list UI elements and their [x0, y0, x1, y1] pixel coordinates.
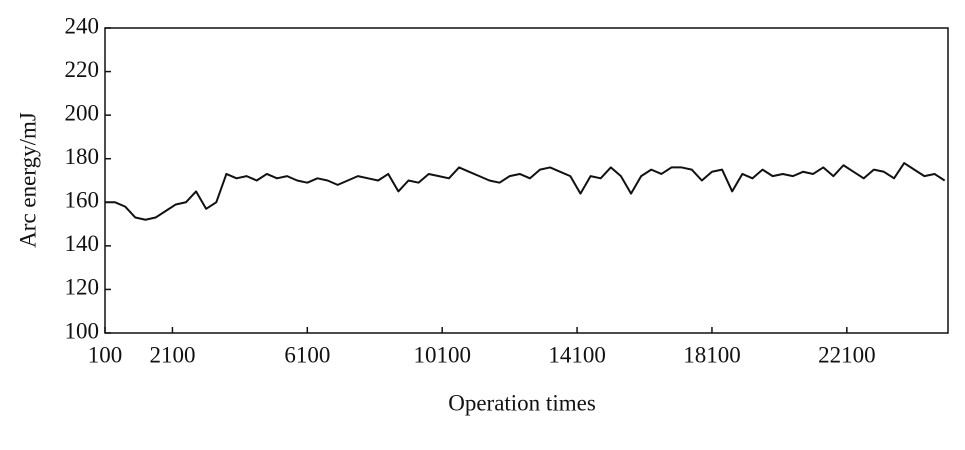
x-tick-label: 100 [88, 342, 123, 367]
x-tick-label: 2100 [149, 342, 195, 367]
x-tick-label: 22100 [818, 342, 876, 367]
y-tick-label: 120 [65, 275, 100, 300]
x-tick-label: 18100 [683, 342, 741, 367]
data-line [105, 162, 946, 221]
x-axis-label: Operation times [448, 390, 596, 415]
x-tick-label: 6100 [284, 342, 330, 367]
y-tick-label: 180 [65, 144, 100, 169]
y-tick-label: 100 [65, 318, 100, 343]
y-tick-label: 220 [65, 57, 100, 82]
y-axis-label: Arc energy/mJ [15, 112, 40, 248]
y-tick-label: 160 [65, 188, 100, 213]
y-tick-label: 200 [65, 100, 100, 125]
y-tick-label: 240 [65, 13, 100, 38]
y-tick-label: 140 [65, 231, 100, 256]
plot-frame [104, 27, 949, 334]
x-tick-label: 10100 [413, 342, 471, 367]
x-tick-label: 14100 [548, 342, 606, 367]
